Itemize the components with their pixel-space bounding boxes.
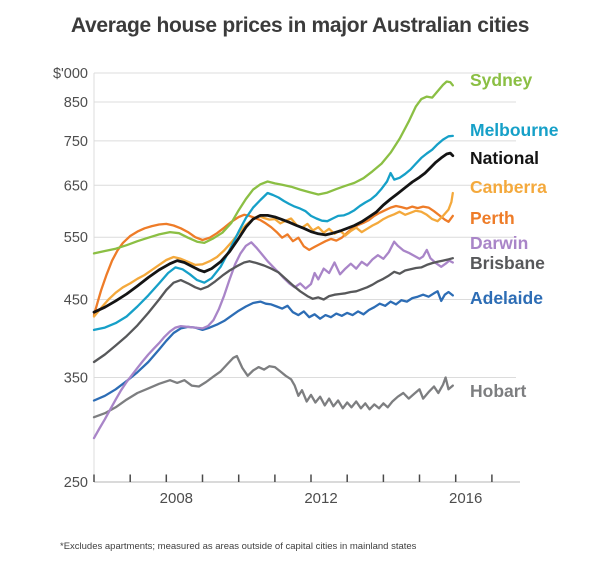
- x-tick-label-2016: 2016: [449, 490, 482, 507]
- series-label-sydney: Sydney: [470, 70, 533, 90]
- series-line-sydney: [92, 80, 454, 255]
- series-label-canberra: Canberra: [470, 177, 547, 197]
- chart-title: Average house prices in major Australian…: [70, 14, 530, 37]
- series-label-hobart: Hobart: [470, 381, 527, 401]
- y-tick-label-250: 250: [64, 475, 88, 491]
- x-tick-label-2008: 2008: [160, 490, 193, 507]
- series-label-darwin: Darwin: [470, 233, 528, 253]
- series-label-melbourne: Melbourne: [470, 120, 559, 140]
- series-label-perth: Perth: [470, 208, 515, 228]
- series-line-adelaide: [92, 290, 454, 402]
- chart-footnote: *Excludes apartments; measured as areas …: [60, 541, 417, 552]
- series-line-hobart: [92, 354, 454, 419]
- series-label-brisbane: Brisbane: [470, 253, 545, 273]
- y-tick-label-750: 750: [64, 134, 88, 150]
- y-tick-label-550: 550: [64, 230, 88, 246]
- y-tick-label-450: 450: [64, 292, 88, 308]
- y-tick-label-650: 650: [64, 178, 88, 194]
- series-line-canberra: [92, 191, 454, 318]
- y-tick-label-850: 850: [64, 95, 88, 111]
- y-axis-unit-label: $'000: [53, 66, 88, 82]
- x-tick-label-2012: 2012: [304, 490, 337, 507]
- series-line-melbourne: [92, 134, 454, 332]
- series-line-national: [92, 151, 455, 314]
- series-line-perth: [92, 204, 454, 317]
- series-line-darwin: [92, 240, 454, 440]
- y-tick-label-350: 350: [64, 371, 88, 387]
- series-line-brisbane: [92, 257, 454, 364]
- series-label-adelaide: Adelaide: [470, 288, 543, 308]
- series-label-national: National: [470, 148, 539, 168]
